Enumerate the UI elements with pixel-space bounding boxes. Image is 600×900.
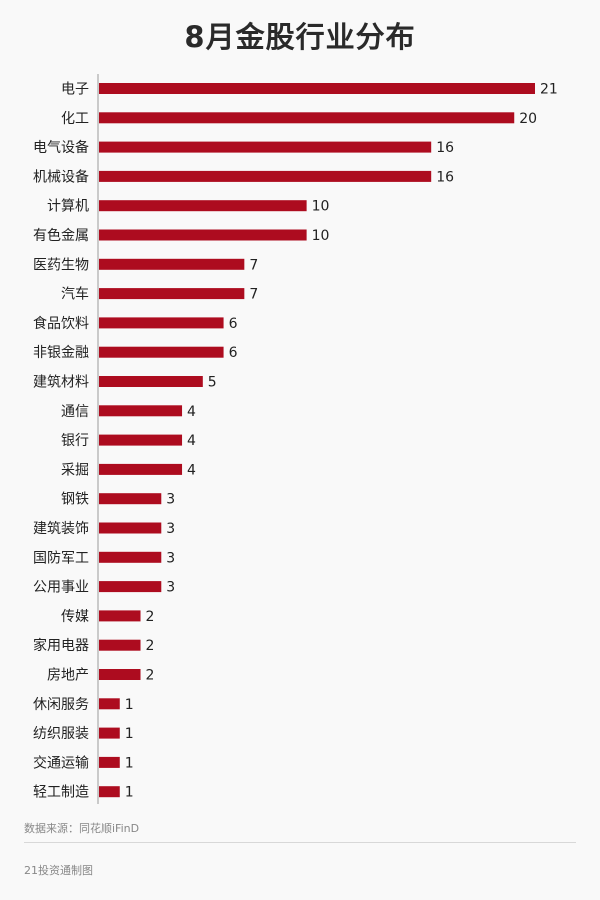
data-label: 10 (312, 228, 330, 244)
data-label: 21 (540, 82, 558, 98)
category-label: 传媒 (61, 609, 89, 625)
data-label: 1 (125, 726, 134, 742)
category-label: 交通运输 (33, 754, 89, 771)
data-label: 5 (208, 375, 217, 391)
bar (99, 493, 162, 505)
bar (99, 669, 141, 680)
data-label: 1 (125, 785, 134, 801)
category-label: 休闲服务 (33, 697, 89, 713)
bar (99, 756, 120, 768)
data-label: 3 (166, 580, 175, 596)
bar (99, 112, 515, 124)
data-label: 7 (249, 287, 258, 303)
data-label: 6 (229, 316, 238, 332)
bar (99, 200, 307, 212)
category-label: 采掘 (61, 462, 89, 478)
bar (99, 83, 535, 94)
bar (99, 288, 245, 300)
data-label: 7 (249, 257, 258, 273)
bar (99, 434, 183, 446)
bar (99, 405, 183, 417)
category-label: 纺织服装 (33, 726, 89, 742)
data-label: 16 (436, 140, 454, 156)
category-label: 电气设备 (33, 139, 89, 156)
bar (99, 170, 432, 182)
category-label: 国防军工 (33, 550, 89, 566)
data-label: 2 (146, 668, 155, 684)
category-label: 房地产 (47, 668, 89, 684)
category-label: 轻工制造 (33, 785, 89, 801)
data-label: 1 (125, 697, 134, 713)
category-label: 医药生物 (33, 257, 89, 273)
data-label: 10 (312, 199, 330, 215)
data-label: 16 (436, 169, 454, 185)
data-label: 2 (146, 609, 155, 625)
bar (99, 698, 120, 710)
bar (99, 639, 141, 651)
category-label: 通信 (61, 404, 89, 420)
data-label: 3 (166, 521, 175, 537)
category-label: 食品饮料 (33, 315, 89, 332)
category-label: 钢铁 (61, 492, 89, 508)
category-label: 有色金属 (33, 227, 89, 244)
data-label: 20 (519, 111, 537, 127)
data-label: 4 (187, 404, 196, 420)
data-label: 4 (187, 462, 196, 478)
data-label: 3 (166, 492, 175, 508)
data-label: 3 (166, 550, 175, 566)
bar (99, 346, 224, 358)
bar (99, 727, 120, 739)
category-label: 汽车 (61, 286, 89, 303)
bar (99, 610, 141, 622)
category-label: 公用事业 (33, 580, 89, 596)
category-label: 计算机 (47, 199, 89, 215)
bar (99, 258, 245, 270)
bar (99, 229, 307, 241)
chart-title: 8月金股行业分布 (184, 20, 416, 54)
category-label: 家用电器 (33, 637, 89, 654)
footer-credit: 21投资通制图 (24, 864, 93, 877)
category-label: 电子 (61, 82, 89, 98)
category-label: 银行 (61, 433, 89, 449)
bar (99, 141, 432, 153)
bar (99, 581, 162, 593)
category-label: 非银金融 (33, 345, 89, 361)
category-label: 机械设备 (33, 168, 89, 185)
data-source-note: 数据来源：同花顺iFinD (24, 822, 140, 835)
bar (99, 376, 203, 387)
footer-divider (24, 842, 576, 843)
data-label: 4 (187, 433, 196, 449)
bar (99, 786, 120, 798)
bar (99, 317, 224, 329)
data-label: 2 (146, 638, 155, 654)
data-label: 1 (125, 755, 134, 771)
category-label: 化工 (61, 111, 89, 127)
bar (99, 463, 183, 475)
data-label: 6 (229, 345, 238, 361)
bar (99, 551, 162, 563)
category-label: 建筑装饰 (33, 521, 89, 537)
bar (99, 522, 162, 534)
category-label: 建筑材料 (33, 375, 89, 391)
